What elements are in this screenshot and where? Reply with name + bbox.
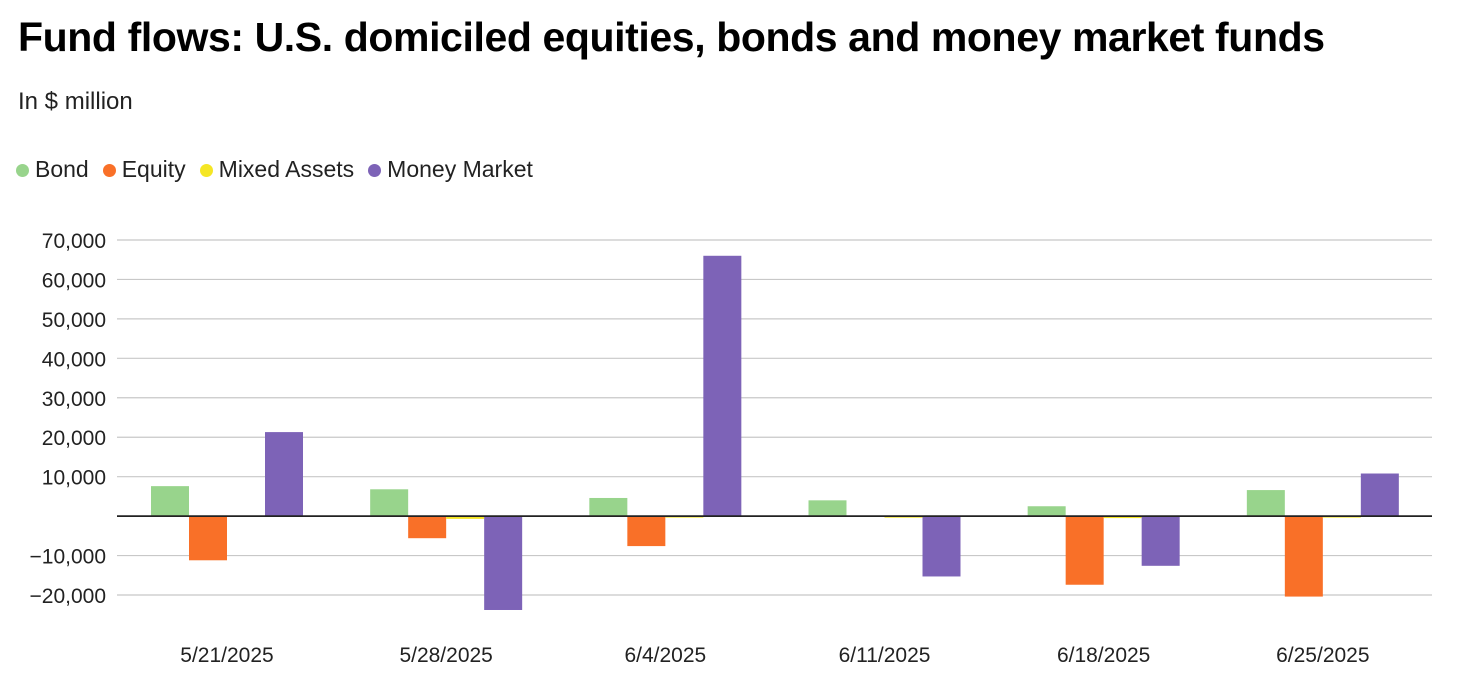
x-tick-label: 5/28/2025: [399, 644, 492, 667]
bar-money-market-6-4-2025: [703, 255, 742, 517]
bar-money-market-6-25-2025: [1360, 473, 1399, 517]
legend-label-mixed-assets: Mixed Assets: [218, 156, 355, 182]
x-tick-label: 6/11/2025: [839, 644, 931, 667]
y-tick-label: −10,000: [30, 546, 107, 569]
legend-swatch-equity: [102, 164, 116, 177]
gridlines: [117, 239, 1432, 596]
bar-bond-5-21-2025: [151, 486, 189, 517]
bar-equity-5-28-2025: [408, 516, 447, 539]
x-tick-label: 6/25/2025: [1276, 644, 1369, 667]
bars: [151, 255, 1399, 610]
legend-label-equity: Equity: [121, 156, 186, 182]
bar-bond-6-18-2025: [1027, 506, 1066, 517]
bar-equity-6-18-2025: [1065, 516, 1104, 585]
y-tick-label: −20,000: [30, 585, 107, 608]
y-axis-ticks: 70,000 60,000 50,000 40,000 30,000 20,000 10,0…: [30, 230, 107, 608]
bar-mixed-assets-5-28-2025: [446, 516, 485, 519]
bar-money-market-5-28-2025: [484, 516, 523, 610]
bar-bond-6-11-2025: [808, 500, 847, 517]
chart-title: Fund flows: U.S. domiciled equities, bon…: [18, 14, 1325, 60]
legend-swatch-mixed-assets: [199, 164, 213, 177]
x-tick-label: 5/21/2025: [180, 644, 273, 667]
y-tick-label: 60,000: [42, 269, 106, 292]
x-tick-label: 6/4/2025: [624, 644, 706, 667]
bar-money-market-6-11-2025: [922, 516, 961, 577]
legend-item-mixed-assets: Mixed Assets: [199, 156, 355, 183]
bar-equity-6-4-2025: [627, 516, 666, 547]
legend-swatch-bond: [16, 164, 29, 177]
bar-bond-6-25-2025: [1246, 490, 1285, 517]
bar-money-market-6-18-2025: [1141, 516, 1180, 566]
y-tick-label: 70,000: [42, 230, 106, 253]
chart-subtitle: In $ million: [18, 88, 133, 115]
legend-swatch-money-market: [368, 164, 382, 177]
y-tick-label: 40,000: [42, 348, 106, 371]
legend-label-money-market: Money Market: [387, 156, 533, 182]
legend-item-money-market: Money Market: [368, 156, 533, 183]
bar-equity-6-25-2025: [1284, 516, 1323, 597]
bar-money-market-5-21-2025: [265, 432, 303, 517]
bar-mixed-assets-6-18-2025: [1103, 516, 1142, 519]
bar-bond-5-28-2025: [370, 489, 409, 517]
legend-item-equity: Equity: [102, 156, 186, 183]
y-tick-label: 30,000: [42, 388, 106, 411]
y-tick-label: 50,000: [42, 309, 106, 332]
y-tick-label: 10,000: [42, 467, 106, 490]
legend-label-bond: Bond: [35, 156, 89, 182]
legend-item-bond: Bond: [16, 156, 89, 183]
bar-bond-6-4-2025: [589, 497, 628, 517]
x-tick-label: 6/18/2025: [1057, 644, 1150, 667]
legend: Bond Equity Mixed Assets Money Market: [16, 156, 547, 183]
x-axis-ticks: 5/21/2025 5/28/2025 6/4/2025 6/11/2025 6/18/…: [180, 644, 1369, 667]
y-tick-label: 20,000: [42, 427, 106, 450]
bar-equity-5-21-2025: [189, 516, 227, 561]
